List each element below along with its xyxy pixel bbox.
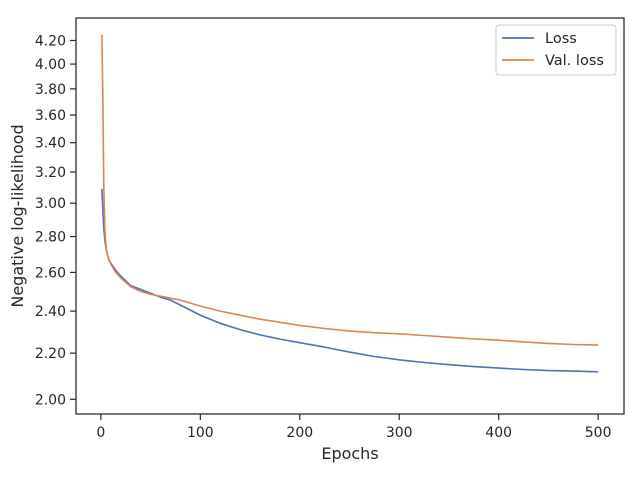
y-tick-label: 4.20 (35, 33, 66, 49)
y-tick-label: 3.00 (35, 196, 66, 212)
y-tick-label: 3.80 (35, 82, 66, 98)
x-axis-label: Epochs (321, 444, 378, 463)
y-tick-label: 2.20 (35, 346, 66, 362)
x-tick-label: 200 (286, 425, 313, 441)
x-tick-label: 0 (96, 425, 105, 441)
x-tick-label: 400 (485, 425, 512, 441)
y-tick-label: 2.40 (35, 304, 66, 320)
x-tick-label: 300 (386, 425, 413, 441)
legend-label-val-loss: Val. loss (545, 53, 604, 69)
y-tick-label: 2.80 (35, 230, 66, 246)
y-tick-label: 2.00 (35, 392, 66, 408)
y-tick-label: 3.40 (35, 136, 66, 152)
legend-label-loss: Loss (545, 31, 577, 47)
series-lines (101, 34, 599, 373)
plot-area: 0 100 200 300 400 500 2.00 2.20 2.40 2.60 2.80 3.0… (35, 17, 625, 441)
x-tick-label: 500 (585, 425, 612, 441)
y-axis-label: Negative log-likelihood (8, 124, 27, 307)
y-axis-ticks: 2.00 2.20 2.40 2.60 2.80 3.00 3.20 3.40 3.60 3.80… (35, 33, 76, 408)
y-tick-label: 2.60 (35, 265, 66, 281)
series-line-val-loss (101, 34, 599, 346)
x-tick-label: 100 (187, 425, 214, 441)
y-tick-label: 4.00 (35, 57, 66, 73)
legend: Loss Val. loss (495, 24, 617, 76)
plot-frame (75, 17, 625, 415)
x-axis-ticks: 0 100 200 300 400 500 (96, 414, 612, 441)
y-tick-label: 3.60 (35, 108, 66, 124)
y-tick-label: 3.20 (35, 165, 66, 181)
